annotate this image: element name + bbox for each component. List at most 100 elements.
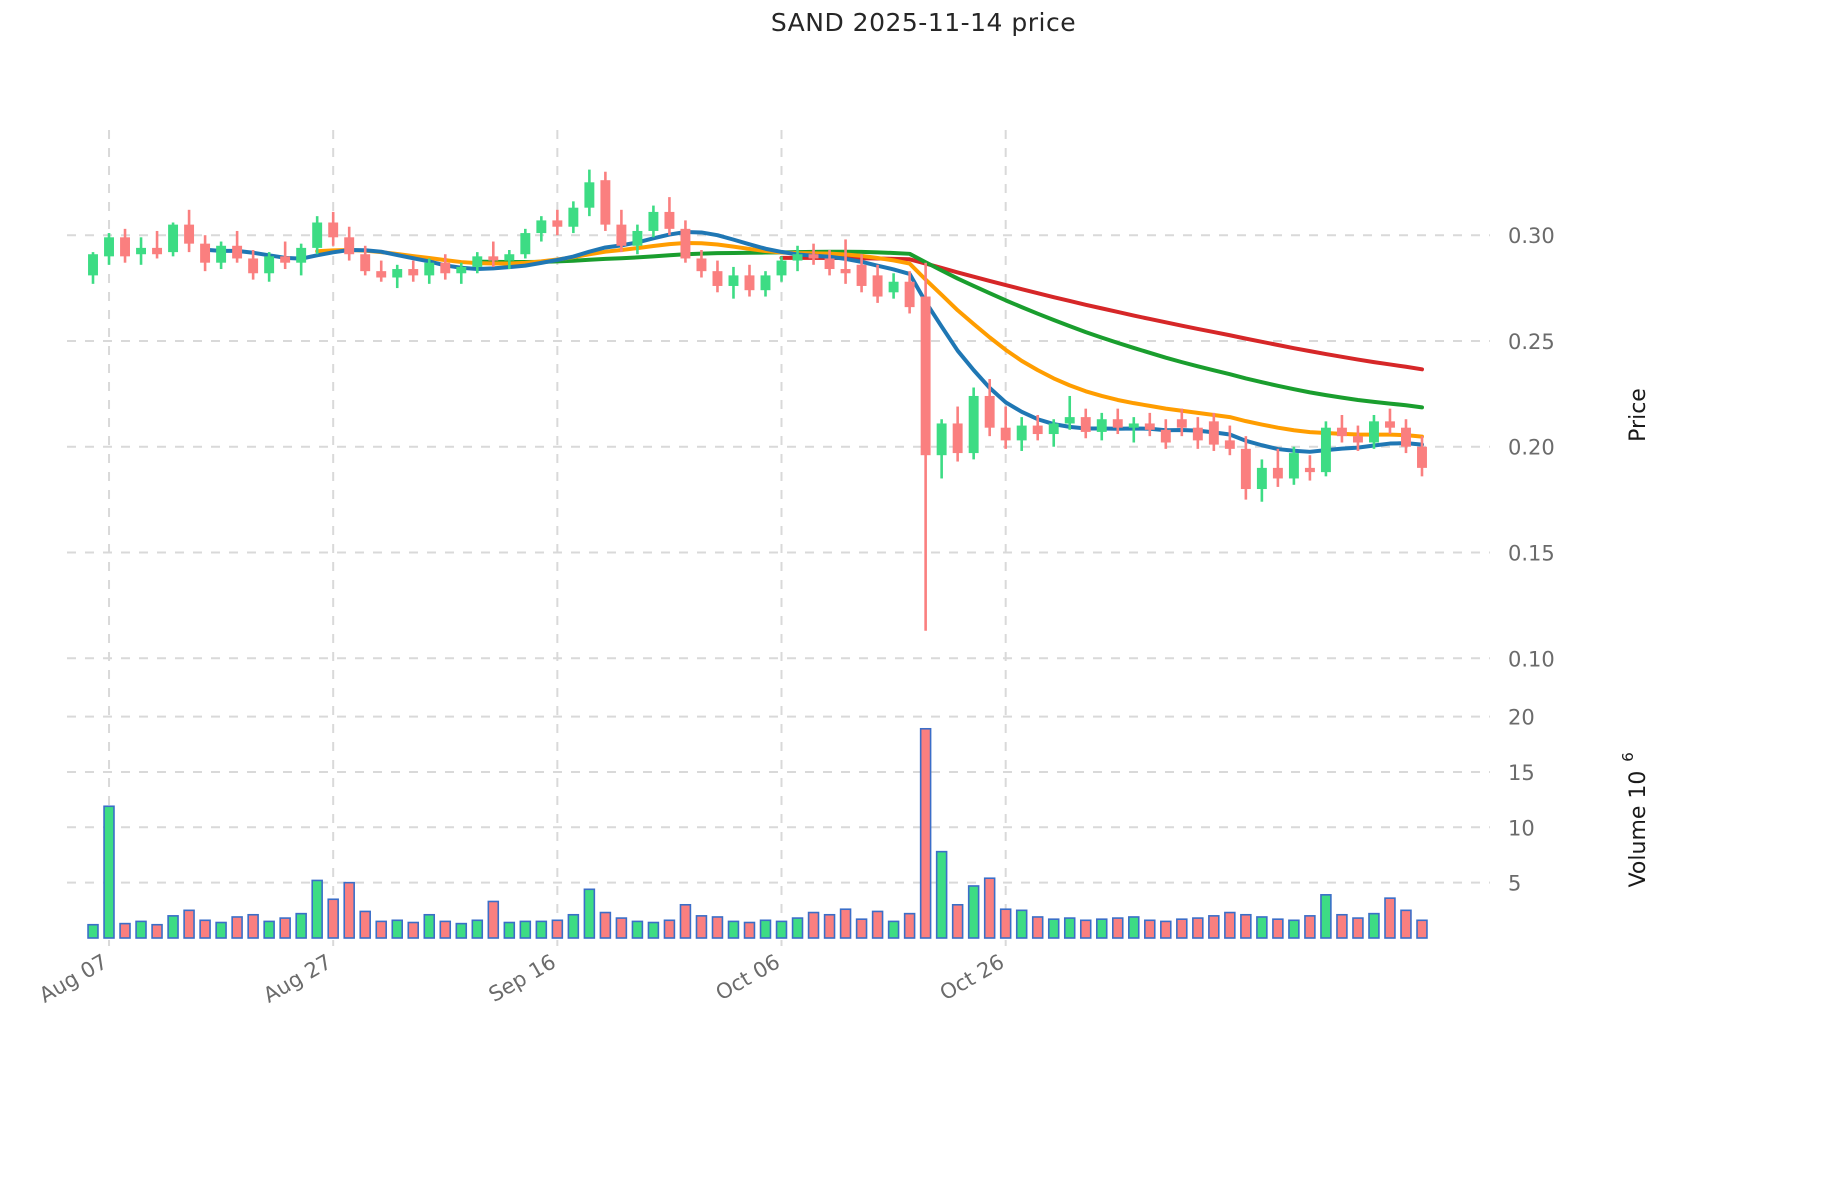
ma-line-mid: [315, 241, 1424, 439]
volume-bar: [583, 888, 596, 939]
price-tick-label: 0.30: [1508, 224, 1555, 248]
candle-body: [1080, 417, 1091, 432]
volume-bar: [647, 921, 660, 939]
candle-body: [216, 245, 227, 263]
volume-series: [87, 727, 1428, 939]
candle-body: [408, 269, 419, 276]
candle-body: [1336, 427, 1347, 437]
candle-body: [456, 266, 467, 274]
candle-body: [1256, 467, 1267, 490]
candle-body: [616, 224, 627, 246]
candle-body: [888, 281, 899, 293]
candle-body: [952, 423, 963, 454]
candle-body: [680, 228, 691, 259]
volume-axis-title: Volume 10: [1626, 771, 1651, 888]
candle-body: [312, 222, 323, 248]
candle-body: [856, 264, 867, 286]
candle-body: [520, 233, 531, 255]
candle-body: [920, 296, 931, 456]
volume-bar: [391, 919, 403, 939]
candle-body: [1128, 423, 1139, 428]
candle-body: [936, 423, 947, 456]
candle-body: [808, 254, 819, 259]
candle-body: [376, 271, 387, 278]
candle-body: [1112, 419, 1123, 428]
volume-bar: [295, 912, 307, 939]
candle-body: [504, 254, 515, 261]
volume-bar: [103, 805, 115, 939]
volume-bar: [1336, 913, 1348, 939]
volume-bar: [1160, 920, 1172, 939]
volume-bar: [407, 921, 420, 939]
candle-body: [360, 254, 371, 272]
grid-lines: [67, 130, 1490, 946]
candle-body: [872, 275, 883, 297]
candle-body: [168, 224, 179, 253]
volume-bar: [1015, 909, 1028, 939]
volume-bar: [679, 903, 692, 939]
candle-body: [200, 243, 211, 263]
date-tick-label: Oct 06: [712, 950, 784, 1006]
volume-bar: [231, 916, 243, 939]
volume-bar: [743, 921, 756, 939]
volume-bar: [1176, 918, 1188, 939]
candle-body: [1417, 446, 1427, 468]
volume-bar: [343, 881, 355, 939]
volume-bar: [135, 920, 147, 939]
volume-bar: [951, 903, 964, 939]
volume-axis-exponent: 6: [1619, 752, 1637, 762]
volume-bar: [1112, 917, 1124, 939]
volume-bar: [903, 912, 916, 939]
volume-bar: [247, 913, 259, 939]
candle-body: [1272, 467, 1283, 479]
candle-body: [1176, 419, 1187, 428]
volume-bar: [823, 913, 836, 939]
volume-bar: [183, 909, 195, 939]
volume-bar: [1224, 911, 1236, 939]
candle-body: [488, 256, 499, 261]
price-tick-label: 0.10: [1508, 647, 1555, 671]
candle-body: [600, 180, 611, 225]
volume-bar: [775, 920, 788, 939]
candle-body: [744, 275, 755, 291]
candle-body: [536, 220, 547, 234]
candle-body: [328, 222, 339, 238]
volume-bar: [1063, 917, 1076, 939]
candle-body: [712, 271, 723, 286]
candle-body: [120, 237, 130, 257]
candle-body: [728, 275, 739, 286]
volume-bar: [487, 900, 500, 939]
volume-bar: [1256, 916, 1268, 939]
volume-bar: [311, 879, 323, 939]
volume-bar: [455, 922, 468, 939]
volume-bar: [1368, 912, 1380, 939]
candle-body: [440, 262, 451, 274]
date-tick-label: Oct 26: [936, 950, 1008, 1006]
candle-body: [632, 230, 643, 246]
candle-body: [1385, 421, 1395, 428]
volume-bar: [1208, 915, 1220, 939]
candle-body: [424, 262, 435, 276]
volume-bar: [119, 922, 131, 939]
volume-bar: [1272, 918, 1284, 939]
volume-bar: [471, 919, 484, 939]
volume-bar: [423, 913, 436, 939]
date-tick-label: Aug 07: [35, 950, 111, 1008]
candle-body: [664, 211, 675, 229]
candle-body: [824, 258, 835, 270]
volume-tick-label: 10: [1508, 816, 1535, 840]
volume-bar: [663, 919, 676, 939]
candle-body: [1288, 453, 1299, 479]
volume-bar: [999, 908, 1012, 939]
candle-body: [1224, 440, 1235, 449]
volume-tick-label: 20: [1508, 706, 1535, 730]
volume-bar: [791, 917, 804, 939]
volume-bar: [151, 923, 163, 939]
candle-body: [1064, 417, 1075, 424]
candle-body: [1208, 421, 1219, 445]
volume-tick-label: 5: [1508, 872, 1521, 896]
candle-body: [648, 211, 659, 231]
candle-body: [760, 275, 771, 291]
volume-bar: [1352, 917, 1364, 939]
